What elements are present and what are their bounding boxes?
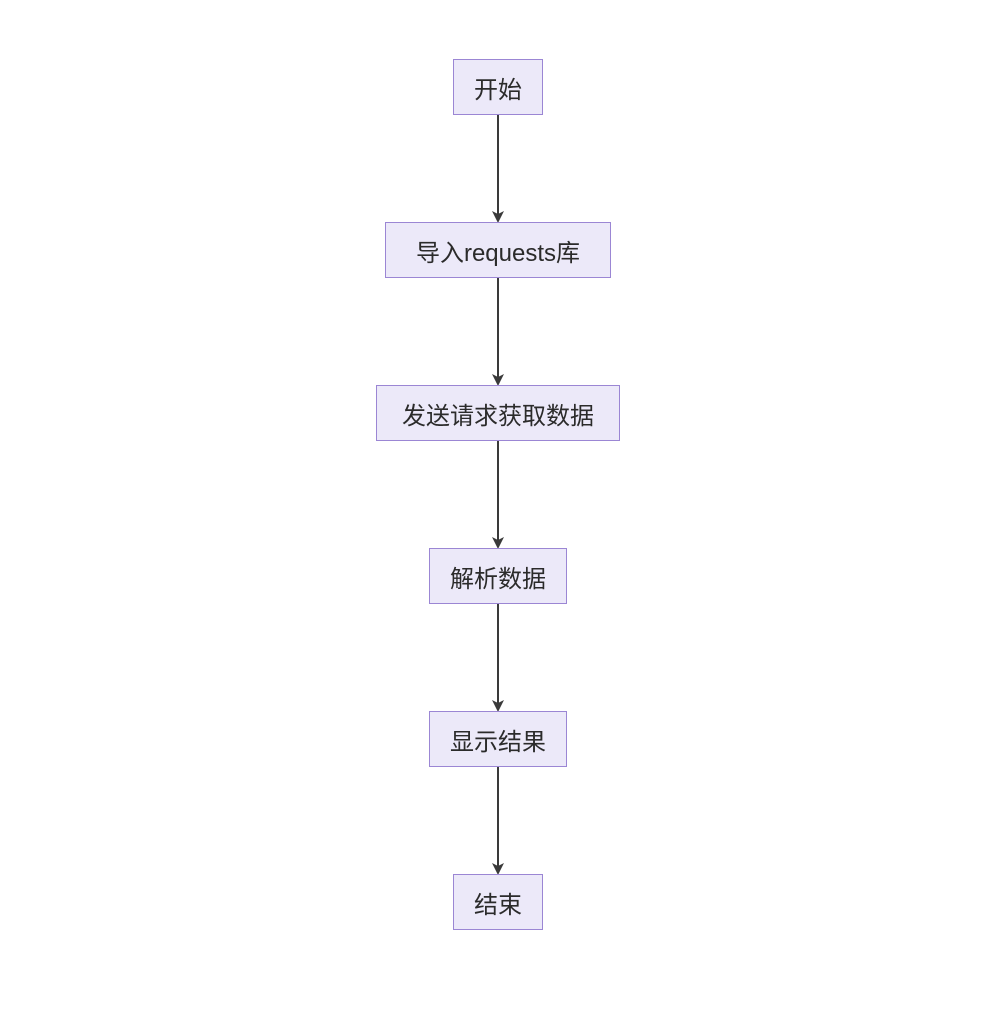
node-request: 发送请求获取数据 [376, 385, 620, 441]
node-show-label: 显示结果 [450, 722, 546, 757]
node-show: 显示结果 [429, 711, 567, 767]
node-end-label: 结束 [474, 885, 522, 920]
node-import: 导入requests库 [385, 222, 611, 278]
node-request-label: 发送请求获取数据 [402, 396, 594, 431]
node-start-label: 开始 [474, 70, 522, 105]
node-import-label: 导入requests库 [416, 233, 580, 268]
node-parse-label: 解析数据 [450, 559, 546, 594]
node-parse: 解析数据 [429, 548, 567, 604]
node-end: 结束 [453, 874, 543, 930]
flowchart-canvas: 开始 导入requests库 发送请求获取数据 解析数据 显示结果 结束 [0, 0, 996, 1030]
node-start: 开始 [453, 59, 543, 115]
